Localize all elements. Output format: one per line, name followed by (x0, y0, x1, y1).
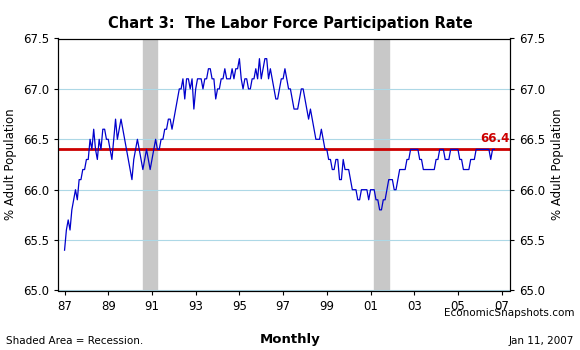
Text: Jan 11, 2007: Jan 11, 2007 (509, 336, 574, 346)
Y-axis label: % Adult Population: % Adult Population (551, 109, 564, 220)
Text: EconomicSnapshots.com: EconomicSnapshots.com (444, 308, 574, 319)
Text: Chart 3:  The Labor Force Participation Rate: Chart 3: The Labor Force Participation R… (108, 16, 472, 31)
Bar (143, 38, 157, 290)
Text: Monthly: Monthly (260, 334, 320, 346)
Text: Shaded Area = Recession.: Shaded Area = Recession. (6, 336, 143, 346)
Text: 66.4: 66.4 (480, 132, 509, 145)
Y-axis label: % Adult Population: % Adult Population (4, 109, 17, 220)
Bar (374, 38, 389, 290)
